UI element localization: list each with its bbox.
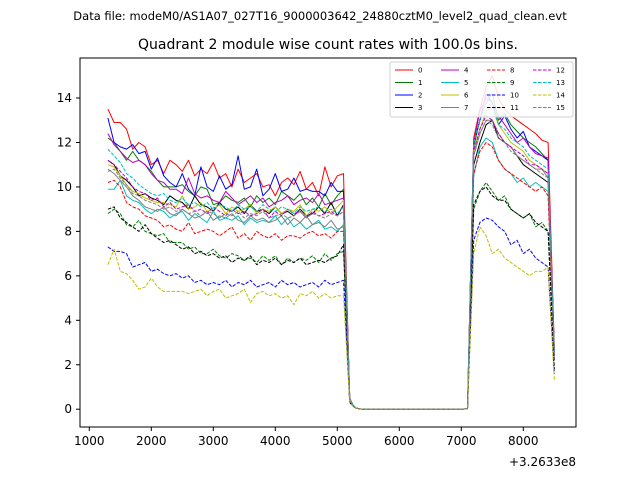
- legend-label-2: 2: [418, 92, 422, 100]
- series-line-5: [107, 137, 555, 410]
- data-file-suptitle: Data file: modeM0/AS1A07_027T16_90000036…: [73, 9, 567, 23]
- legend-label-4: 4: [464, 67, 469, 75]
- legend-label-13: 13: [556, 79, 565, 87]
- series-line-1: [107, 93, 555, 410]
- legend-label-9: 9: [510, 79, 514, 87]
- legend-box: [389, 61, 574, 118]
- y-tick-label: 4: [64, 313, 72, 327]
- series-line-14: [107, 226, 555, 410]
- series-line-4: [107, 97, 555, 410]
- legend-label-14: 14: [556, 92, 565, 100]
- y-tick-label: 14: [57, 91, 72, 105]
- legend-label-10: 10: [510, 92, 519, 100]
- series-line-8: [107, 142, 555, 410]
- legend-label-5: 5: [464, 79, 468, 87]
- series-line-9: [107, 182, 555, 410]
- x-tick-label: 7000: [446, 434, 477, 448]
- x-tick-label: 4000: [260, 434, 291, 448]
- x-tick-label: 1000: [74, 434, 105, 448]
- legend-label-6: 6: [464, 92, 469, 100]
- x-axis: 1000 2000 3000 4000 5000 6000 7000 8000: [74, 427, 539, 448]
- y-tick-label: 8: [64, 224, 72, 238]
- x-tick-label: 5000: [322, 434, 353, 448]
- chart-title: Quadrant 2 module wise count rates with …: [138, 37, 518, 53]
- series-line-10: [107, 217, 555, 410]
- legend-label-11: 11: [510, 104, 519, 112]
- series-line-11: [107, 186, 555, 410]
- series-line-12: [107, 115, 555, 410]
- x-tick-label: 8000: [508, 434, 539, 448]
- series-lines: [107, 75, 555, 410]
- legend-label-7: 7: [464, 104, 468, 112]
- legend-label-1: 1: [418, 79, 422, 87]
- y-tick-label: 2: [64, 358, 72, 372]
- y-tick-label: 12: [57, 135, 72, 149]
- legend-label-12: 12: [556, 67, 565, 75]
- legend-label-3: 3: [418, 104, 422, 112]
- series-line-3: [107, 119, 555, 410]
- y-tick-label: 0: [64, 402, 72, 416]
- series-line-15: [107, 119, 555, 410]
- x-axis-offset-label: +3.2633e8: [509, 455, 576, 469]
- x-tick-label: 3000: [198, 434, 229, 448]
- y-tick-label: 6: [64, 269, 72, 283]
- y-tick-label: 10: [57, 180, 72, 194]
- series-line-2: [107, 93, 555, 410]
- x-tick-label: 2000: [136, 434, 167, 448]
- legend-label-0: 0: [418, 67, 422, 75]
- y-axis: 0 2 4 6 8 10 12 14: [57, 91, 80, 416]
- legend-label-8: 8: [510, 67, 514, 75]
- series-line-13: [107, 102, 555, 410]
- x-tick-label: 6000: [384, 434, 415, 448]
- axes-frame: [79, 57, 577, 428]
- legend-label-15: 15: [556, 104, 565, 112]
